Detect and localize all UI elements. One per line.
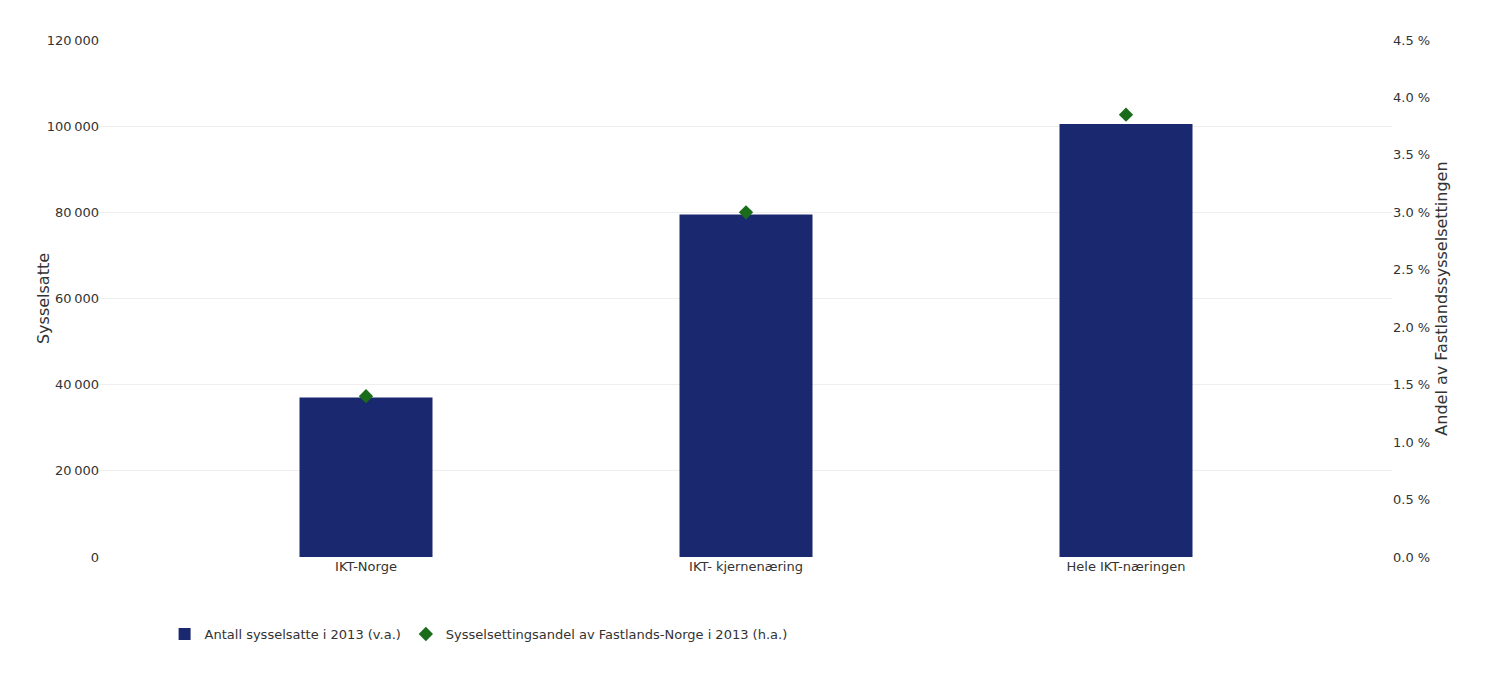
svg-text:Hele IKT-næringen: Hele IKT-næringen	[1067, 559, 1186, 574]
svg-text:Sysselsatte: Sysselsatte	[34, 253, 53, 344]
svg-text:80 000: 80 000	[55, 205, 99, 220]
svg-text:Antall sysselsatte i 2013 (v.a: Antall sysselsatte i 2013 (v.a.)	[205, 627, 401, 642]
svg-text:4.5 %: 4.5 %	[1393, 33, 1430, 48]
svg-text:0.5 %: 0.5 %	[1393, 492, 1430, 507]
svg-text:2.0 %: 2.0 %	[1393, 320, 1430, 335]
svg-text:1.5 %: 1.5 %	[1393, 377, 1430, 392]
svg-text:IKT- kjernenæring: IKT- kjernenæring	[689, 559, 803, 574]
svg-text:2.5 %: 2.5 %	[1393, 262, 1430, 277]
svg-text:0: 0	[91, 550, 99, 565]
svg-text:Sysselsettingsandel av Fastlan: Sysselsettingsandel av Fastlands-Norge i…	[446, 627, 787, 642]
svg-text:IKT-Norge: IKT-Norge	[335, 559, 397, 574]
svg-text:100 000: 100 000	[47, 119, 99, 134]
svg-text:4.0 %: 4.0 %	[1393, 90, 1430, 105]
svg-text:1.0 %: 1.0 %	[1393, 435, 1430, 450]
svg-text:0.0 %: 0.0 %	[1393, 550, 1430, 565]
svg-text:40 000: 40 000	[55, 377, 99, 392]
svg-text:120 000: 120 000	[47, 33, 99, 48]
svg-text:3.5 %: 3.5 %	[1393, 147, 1430, 162]
svg-text:3.0 %: 3.0 %	[1393, 205, 1430, 220]
svg-text:60 000: 60 000	[55, 291, 99, 306]
svg-text:20 000: 20 000	[55, 463, 99, 478]
svg-text:Andel av Fastlandssysselsettin: Andel av Fastlandssysselsettingen	[1432, 161, 1451, 435]
